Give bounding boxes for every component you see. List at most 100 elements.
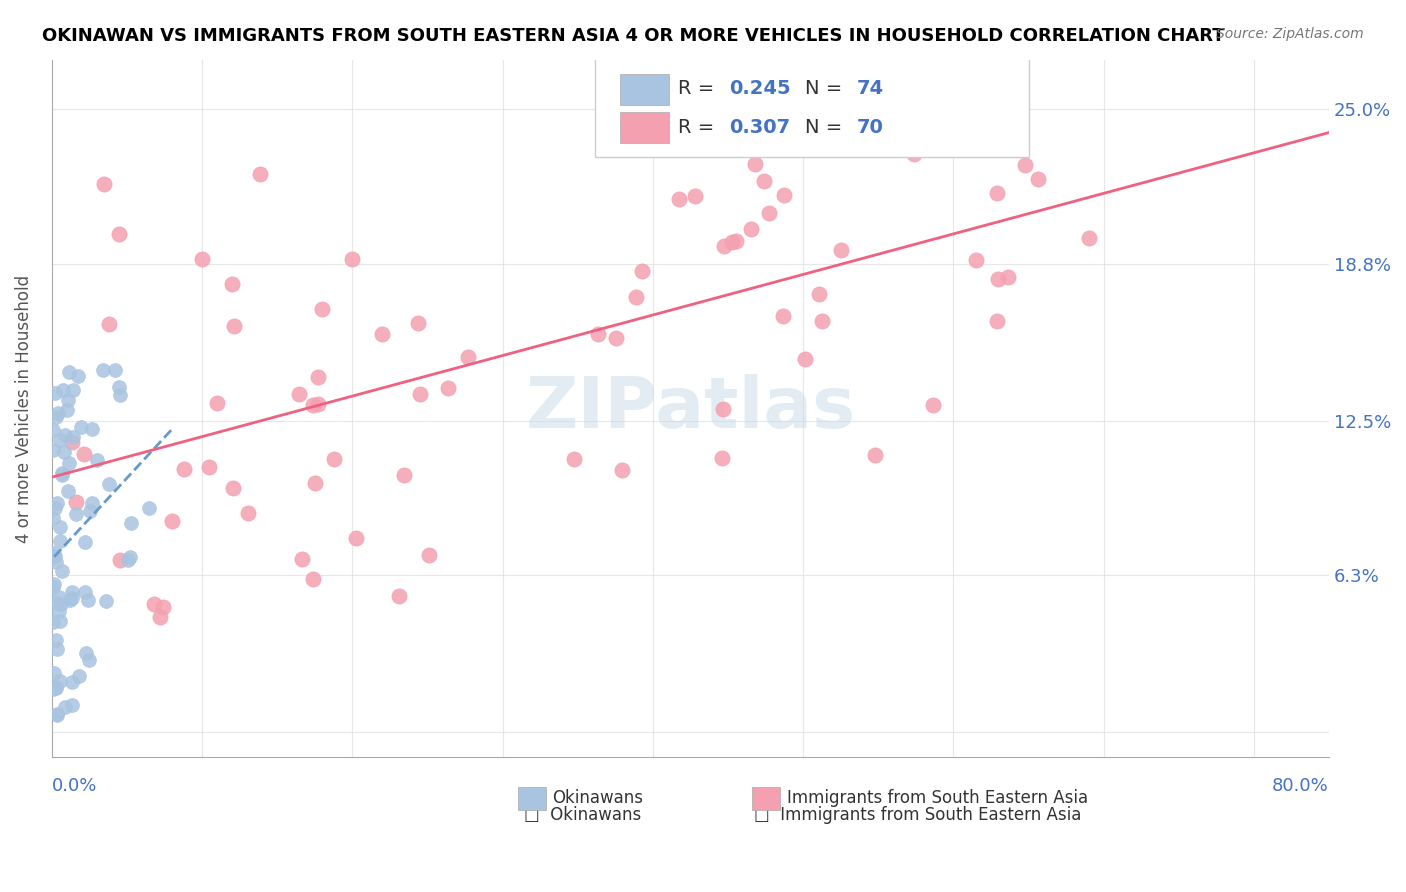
Point <box>52 383 75 397</box>
Point <box>42 443 65 458</box>
Point <box>75 535 97 549</box>
Point <box>304 476 326 491</box>
Point <box>323 452 346 467</box>
Point <box>418 548 440 562</box>
Point <box>865 448 887 462</box>
Point <box>721 235 744 250</box>
Text: 0.245: 0.245 <box>728 79 790 98</box>
Point <box>44 385 66 400</box>
Point <box>221 277 243 291</box>
Point <box>80 496 103 510</box>
Point <box>62 584 84 599</box>
Text: R =: R = <box>678 79 720 98</box>
Point <box>55 699 77 714</box>
Point <box>53 427 76 442</box>
Point <box>66 369 89 384</box>
Point <box>997 270 1019 285</box>
Point <box>91 363 114 377</box>
Point <box>108 227 131 241</box>
Point <box>152 600 174 615</box>
Point <box>457 350 479 364</box>
Point <box>51 468 73 483</box>
Point <box>371 326 394 341</box>
Point <box>773 188 796 202</box>
Point <box>79 503 101 517</box>
Point <box>291 552 314 566</box>
Point <box>45 410 67 425</box>
Point <box>810 313 832 327</box>
Point <box>58 592 80 607</box>
Point <box>44 500 66 515</box>
Point <box>49 597 72 611</box>
Point <box>60 698 83 712</box>
Point <box>60 674 83 689</box>
Point <box>65 508 87 522</box>
Point <box>48 406 70 420</box>
Text: 80.0%: 80.0% <box>1272 777 1329 795</box>
Point <box>830 243 852 257</box>
Point <box>58 365 80 379</box>
Text: Source: ZipAtlas.com: Source: ZipAtlas.com <box>1216 27 1364 41</box>
Point <box>921 398 943 412</box>
Text: N =: N = <box>806 118 849 136</box>
Point <box>311 301 333 316</box>
Point <box>48 590 70 604</box>
Point <box>44 549 66 563</box>
Point <box>51 466 73 480</box>
Point <box>60 435 83 450</box>
Point <box>236 507 259 521</box>
Point <box>73 447 96 461</box>
Point <box>77 653 100 667</box>
Point <box>903 147 925 161</box>
Point <box>143 597 166 611</box>
Point <box>409 387 432 401</box>
Point <box>45 708 67 723</box>
Point <box>612 463 634 477</box>
Point <box>307 370 329 384</box>
Point <box>45 596 67 610</box>
Point <box>794 352 817 367</box>
Point <box>46 496 69 510</box>
FancyBboxPatch shape <box>517 788 546 810</box>
Point <box>586 326 609 341</box>
Point <box>45 642 67 657</box>
Point <box>62 383 84 397</box>
Text: □  Immigrants from South Eastern Asia: □ Immigrants from South Eastern Asia <box>754 806 1081 824</box>
Point <box>45 681 67 696</box>
Point <box>62 430 84 444</box>
Point <box>108 552 131 566</box>
Point <box>724 234 747 248</box>
Text: N =: N = <box>806 79 849 98</box>
Point <box>388 589 411 603</box>
Point <box>120 516 142 530</box>
Point <box>986 313 1008 327</box>
FancyBboxPatch shape <box>595 53 1029 157</box>
Text: □  Okinawans: □ Okinawans <box>524 806 641 824</box>
Point <box>49 673 72 688</box>
Point <box>60 591 83 606</box>
Text: R =: R = <box>678 118 720 136</box>
Point <box>605 331 627 345</box>
Point <box>42 615 65 629</box>
Point <box>42 423 65 437</box>
Text: OKINAWAN VS IMMIGRANTS FROM SOUTH EASTERN ASIA 4 OR MORE VEHICLES IN HOUSEHOLD C: OKINAWAN VS IMMIGRANTS FROM SOUTH EASTER… <box>42 27 1225 45</box>
Point <box>1077 231 1099 245</box>
Text: Immigrants from South Eastern Asia: Immigrants from South Eastern Asia <box>787 789 1088 807</box>
Point <box>45 681 67 695</box>
Point <box>107 380 129 394</box>
Point <box>160 514 183 528</box>
Point <box>224 318 246 333</box>
FancyBboxPatch shape <box>620 73 669 105</box>
Point <box>45 633 67 648</box>
Point <box>53 444 76 458</box>
Point <box>988 115 1011 129</box>
Point <box>222 481 245 495</box>
Point <box>149 609 172 624</box>
Text: 74: 74 <box>856 79 883 98</box>
Y-axis label: 4 or more Vehicles in Household: 4 or more Vehicles in Household <box>15 275 32 542</box>
Point <box>56 483 79 498</box>
Point <box>342 252 364 266</box>
Point <box>301 572 323 586</box>
Point <box>75 646 97 660</box>
Point <box>49 615 72 629</box>
